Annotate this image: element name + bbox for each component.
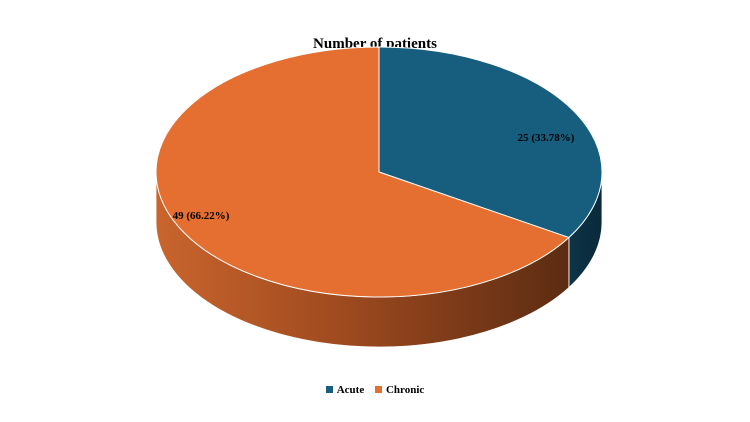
data-label-acute: 25 (33.78%) [518, 132, 575, 144]
pie-slice-chronic [155, 46, 570, 298]
legend-item-chronic: Chronic [374, 384, 425, 396]
pie-slice-acute [378, 46, 603, 239]
legend-swatch-chronic [374, 386, 382, 393]
legend: Acute Chronic [0, 384, 750, 396]
legend-label-acute: Acute [336, 384, 365, 396]
data-label-chronic: 49 (66.22%) [173, 210, 230, 222]
legend-item-acute: Acute [325, 384, 365, 396]
legend-swatch-acute [325, 386, 333, 393]
legend-label-chronic: Chronic [385, 384, 425, 396]
